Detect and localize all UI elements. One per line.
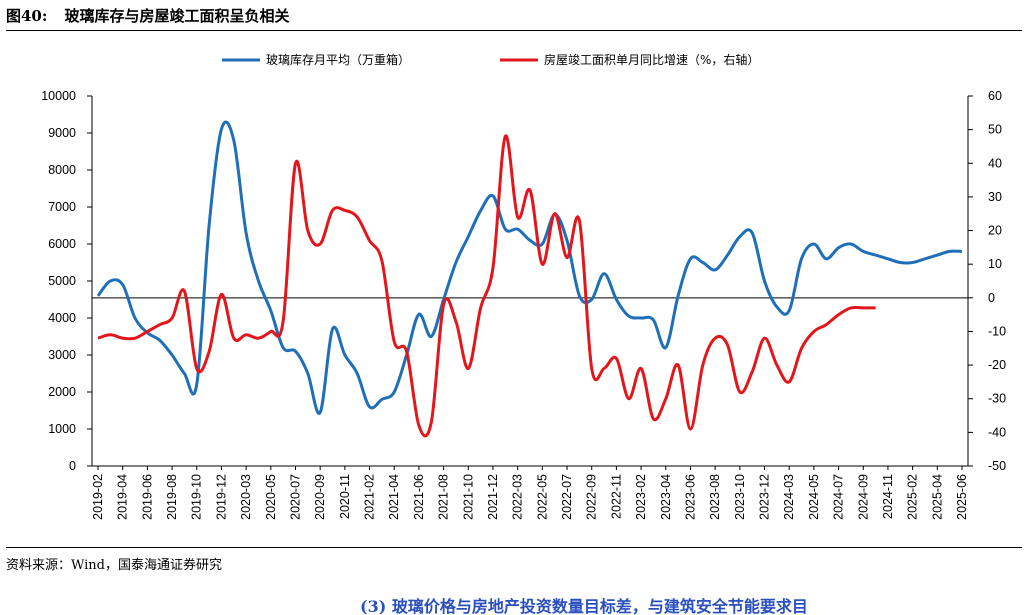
- left-axis-tick-label: 3000: [48, 348, 76, 362]
- x-axis-tick-label: 2019-04: [116, 474, 130, 520]
- x-axis-tick-label: 2024-09: [856, 474, 870, 520]
- left-axis-tick-label: 1000: [48, 422, 76, 436]
- x-axis-tick-label: 2019-06: [140, 474, 154, 520]
- right-axis-tick-label: -20: [988, 358, 1006, 372]
- x-axis-tick-label: 2020-03: [239, 474, 253, 520]
- x-axis-tick-label: 2020-11: [338, 474, 352, 519]
- x-axis-tick-label: 2023-02: [634, 474, 648, 520]
- right-axis-tick-label: -40: [988, 425, 1006, 439]
- left-axis-tick-label: 5000: [48, 274, 76, 288]
- footer-text-fragment: (3) 玻璃价格与房地产投资数量目标差，与建筑安全节能要求目: [360, 598, 808, 615]
- x-axis-tick-label: 2021-08: [437, 474, 451, 520]
- legend-label-glass-inventory: 玻璃库存月平均（万重箱）: [266, 52, 410, 67]
- x-axis-tick-label: 2023-06: [683, 474, 697, 520]
- right-axis-tick-label: 0: [988, 291, 995, 305]
- x-axis-tick-label: 2021-02: [363, 474, 377, 520]
- figure-header: 图40: 玻璃库存与房屋竣工面积呈负相关: [6, 4, 1022, 31]
- right-axis-tick-label: -30: [988, 392, 1006, 406]
- right-axis-tick-label: 40: [988, 156, 1002, 170]
- source-note: 资料来源：Wind，国泰海通证券研究: [6, 547, 1022, 573]
- series-line-completion-growth: [97, 134, 876, 438]
- series-line-glass-inventory: [96, 120, 963, 415]
- figure-number: 图40:: [6, 7, 48, 25]
- x-axis-tick-label: 2023-08: [708, 474, 722, 520]
- x-axis-tick-label: 2022-05: [535, 474, 549, 520]
- right-axis-tick-label: -50: [988, 459, 1006, 473]
- left-axis-tick-label: 8000: [48, 163, 76, 177]
- x-axis-tick-label: 2023-04: [659, 474, 673, 520]
- right-axis-tick-label: -10: [988, 324, 1006, 338]
- x-axis-tick-label: 2022-11: [609, 474, 623, 519]
- x-axis-tick-label: 2020-07: [288, 474, 302, 520]
- x-axis-tick-label: 2020-09: [313, 474, 327, 520]
- right-axis-tick-label: 10: [988, 257, 1002, 271]
- figure-title: 玻璃库存与房屋竣工面积呈负相关: [64, 7, 290, 25]
- x-axis-tick-label: 2024-11: [881, 474, 895, 519]
- x-axis-tick-label: 2020-05: [264, 474, 278, 520]
- x-axis-tick-label: 2021-06: [412, 474, 426, 520]
- right-axis-tick-label: 50: [988, 123, 1002, 137]
- x-axis-tick-label: 2022-07: [560, 474, 574, 520]
- x-axis-tick-label: 2024-05: [807, 474, 821, 520]
- right-axis-tick-label: 30: [988, 190, 1002, 204]
- dual-axis-line-chart: 玻璃库存月平均（万重箱） 房屋竣工面积单月同比增速（%，右轴） 0 1000 2000 3…: [41, 52, 1006, 520]
- x-axis-tick-label: 2024-07: [832, 474, 846, 520]
- x-axis-tick-label: 2022-09: [585, 474, 599, 520]
- x-axis-tick-label: 2019-08: [165, 474, 179, 520]
- x-axis-tick-label: 2021-10: [461, 474, 475, 520]
- x-axis-tick-label: 2022-03: [511, 474, 525, 520]
- x-axis-tick-label: 2019-12: [214, 474, 228, 520]
- left-axis-tick-label: 4000: [48, 311, 76, 325]
- right-axis-tick-label: 20: [988, 224, 1002, 238]
- left-axis-tick-label: 2000: [48, 385, 76, 399]
- left-axis-tick-label: 9000: [48, 126, 76, 140]
- left-axis-tick-label: 10000: [41, 89, 76, 103]
- x-axis-tick-label: 2021-12: [486, 474, 500, 520]
- x-axis-tick-label: 2019-02: [91, 474, 105, 520]
- x-axis-tick-label: 2019-10: [190, 474, 204, 520]
- x-axis-tick-label: 2025-04: [930, 474, 944, 520]
- x-axis-tick-label: 2025-02: [906, 474, 920, 520]
- x-axis-tick-label: 2023-10: [733, 474, 747, 520]
- left-axis-tick-label: 7000: [48, 200, 76, 214]
- x-axis-tick-label: 2024-03: [782, 474, 796, 520]
- legend-label-completion-growth: 房屋竣工面积单月同比增速（%，右轴）: [544, 52, 759, 67]
- x-axis-tick-label: 2023-12: [758, 474, 772, 520]
- left-axis-tick-label: 0: [69, 459, 76, 473]
- x-axis-tick-label: 2025-06: [955, 474, 969, 520]
- x-axis-tick-label: 2021-04: [387, 474, 401, 520]
- right-axis-tick-label: 60: [988, 89, 1002, 103]
- left-axis-tick-label: 6000: [48, 237, 76, 251]
